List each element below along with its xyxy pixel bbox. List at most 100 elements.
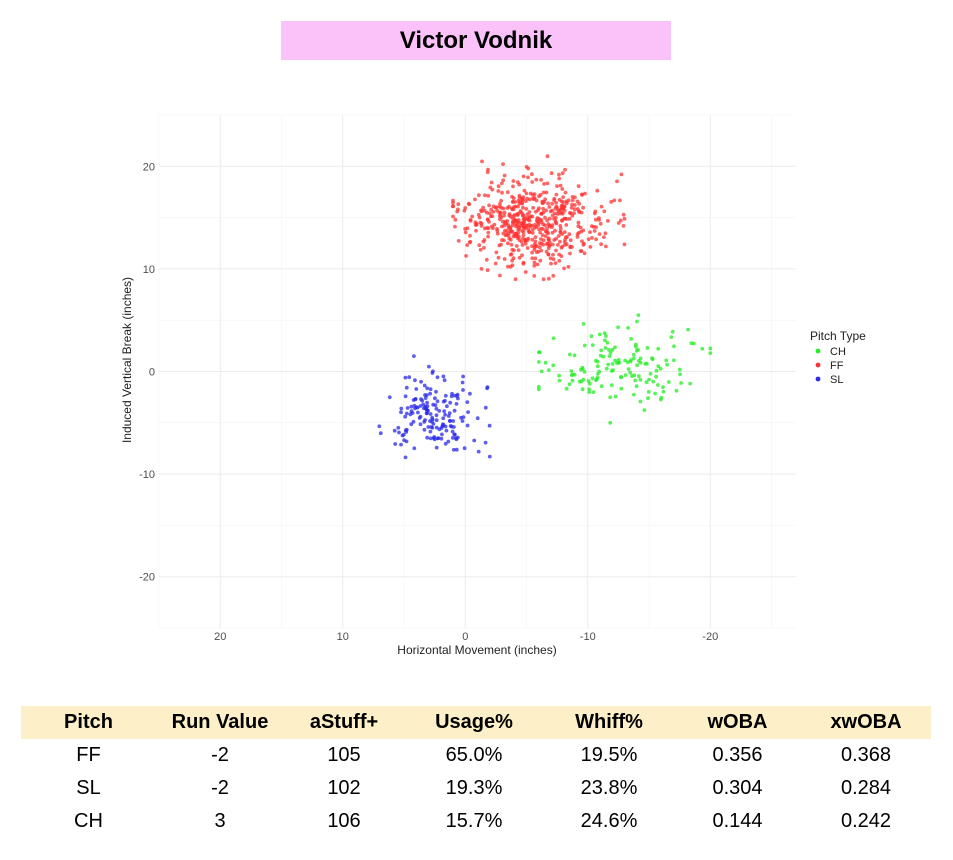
point-ff [560,187,565,191]
point-ff [582,251,587,256]
point-ch [595,364,600,369]
point-ff [558,183,563,188]
point-ff [559,204,564,209]
point-ff [576,184,581,189]
point-ff [545,230,550,235]
header-xwoba: xwOBA [801,706,931,739]
point-ff [547,243,552,248]
point-ch [635,363,639,368]
point-ch [581,322,586,326]
point-ch [602,331,607,336]
point-ff [497,204,502,209]
point-ff [456,207,460,212]
point-ff [506,264,510,269]
point-ff [463,230,468,235]
point-ch [608,395,613,400]
point-ff [517,227,522,231]
point-ff [470,214,474,219]
point-ff [544,190,549,195]
point-ch [708,351,713,355]
point-ff [540,233,545,238]
point-ff [556,234,561,238]
legend-title: Pitch Type [810,329,866,343]
point-sl [428,412,433,416]
point-ch [645,346,650,350]
point-sl [468,391,472,396]
point-ch [623,358,627,363]
point-ch [619,375,624,380]
point-ch [570,378,575,383]
x-axis-ticks: 20 10 0 -10 -20 [214,631,718,643]
point-ch [626,367,631,371]
point-sl [435,375,440,380]
point-sl [378,431,383,436]
point-ff [530,180,535,184]
point-ff [485,217,490,222]
point-ch [631,356,636,361]
header-whiff: Whiff% [544,706,674,739]
point-sl [462,446,467,451]
point-ff [520,197,525,202]
point-ff [544,249,549,254]
point-sl [444,428,449,433]
point-ch [664,358,669,363]
point-sl [403,394,408,399]
point-ff [463,227,467,231]
point-ff [616,221,621,225]
point-ff [495,231,500,236]
point-ff [563,190,568,195]
point-ff [541,277,546,282]
point-ff [540,201,545,206]
point-sl [407,375,412,380]
point-sl [451,447,456,452]
point-ff [510,258,514,263]
point-sl [399,410,403,415]
cell-woba: 0.356 [712,744,763,766]
point-ff [551,257,556,262]
point-ff [569,206,574,210]
cell-run-value: -2 [211,777,229,799]
point-ff [538,230,543,235]
point-ch [653,391,657,396]
point-sl [434,418,439,423]
y-tick-label: 10 [143,264,155,276]
point-ff [575,199,580,204]
point-ff [517,195,522,200]
point-ff [465,243,470,248]
point-ff [539,218,544,223]
point-ff [508,230,513,234]
point-sl [447,411,452,415]
point-ff [477,193,481,198]
point-ch [644,380,649,385]
point-ff [599,204,604,209]
point-ff [541,190,546,195]
pitch-points [377,154,713,460]
point-ch [569,373,574,378]
point-ch [708,346,713,351]
point-sl [487,454,492,459]
point-ch [635,319,639,324]
header-usage: Usage% [404,706,544,739]
x-tick-label: 20 [214,631,226,643]
point-ff [492,222,497,227]
point-ff [579,249,584,254]
point-ff [592,211,597,216]
point-sl [413,378,417,383]
point-ff [533,256,538,261]
cell-xwoba: 0.242 [840,810,892,832]
point-ff [482,238,487,242]
point-sl [428,391,432,396]
point-ff [558,230,563,235]
point-ff [511,179,516,183]
point-ff [451,214,455,219]
point-sl [434,445,439,450]
point-ch [648,371,653,376]
point-ch [599,384,604,389]
point-ff [518,221,522,225]
point-ch [689,341,694,346]
point-ff [543,215,547,220]
point-ff [503,221,507,226]
point-ff [533,239,538,244]
point-ff [573,203,577,207]
point-ff [451,198,455,203]
